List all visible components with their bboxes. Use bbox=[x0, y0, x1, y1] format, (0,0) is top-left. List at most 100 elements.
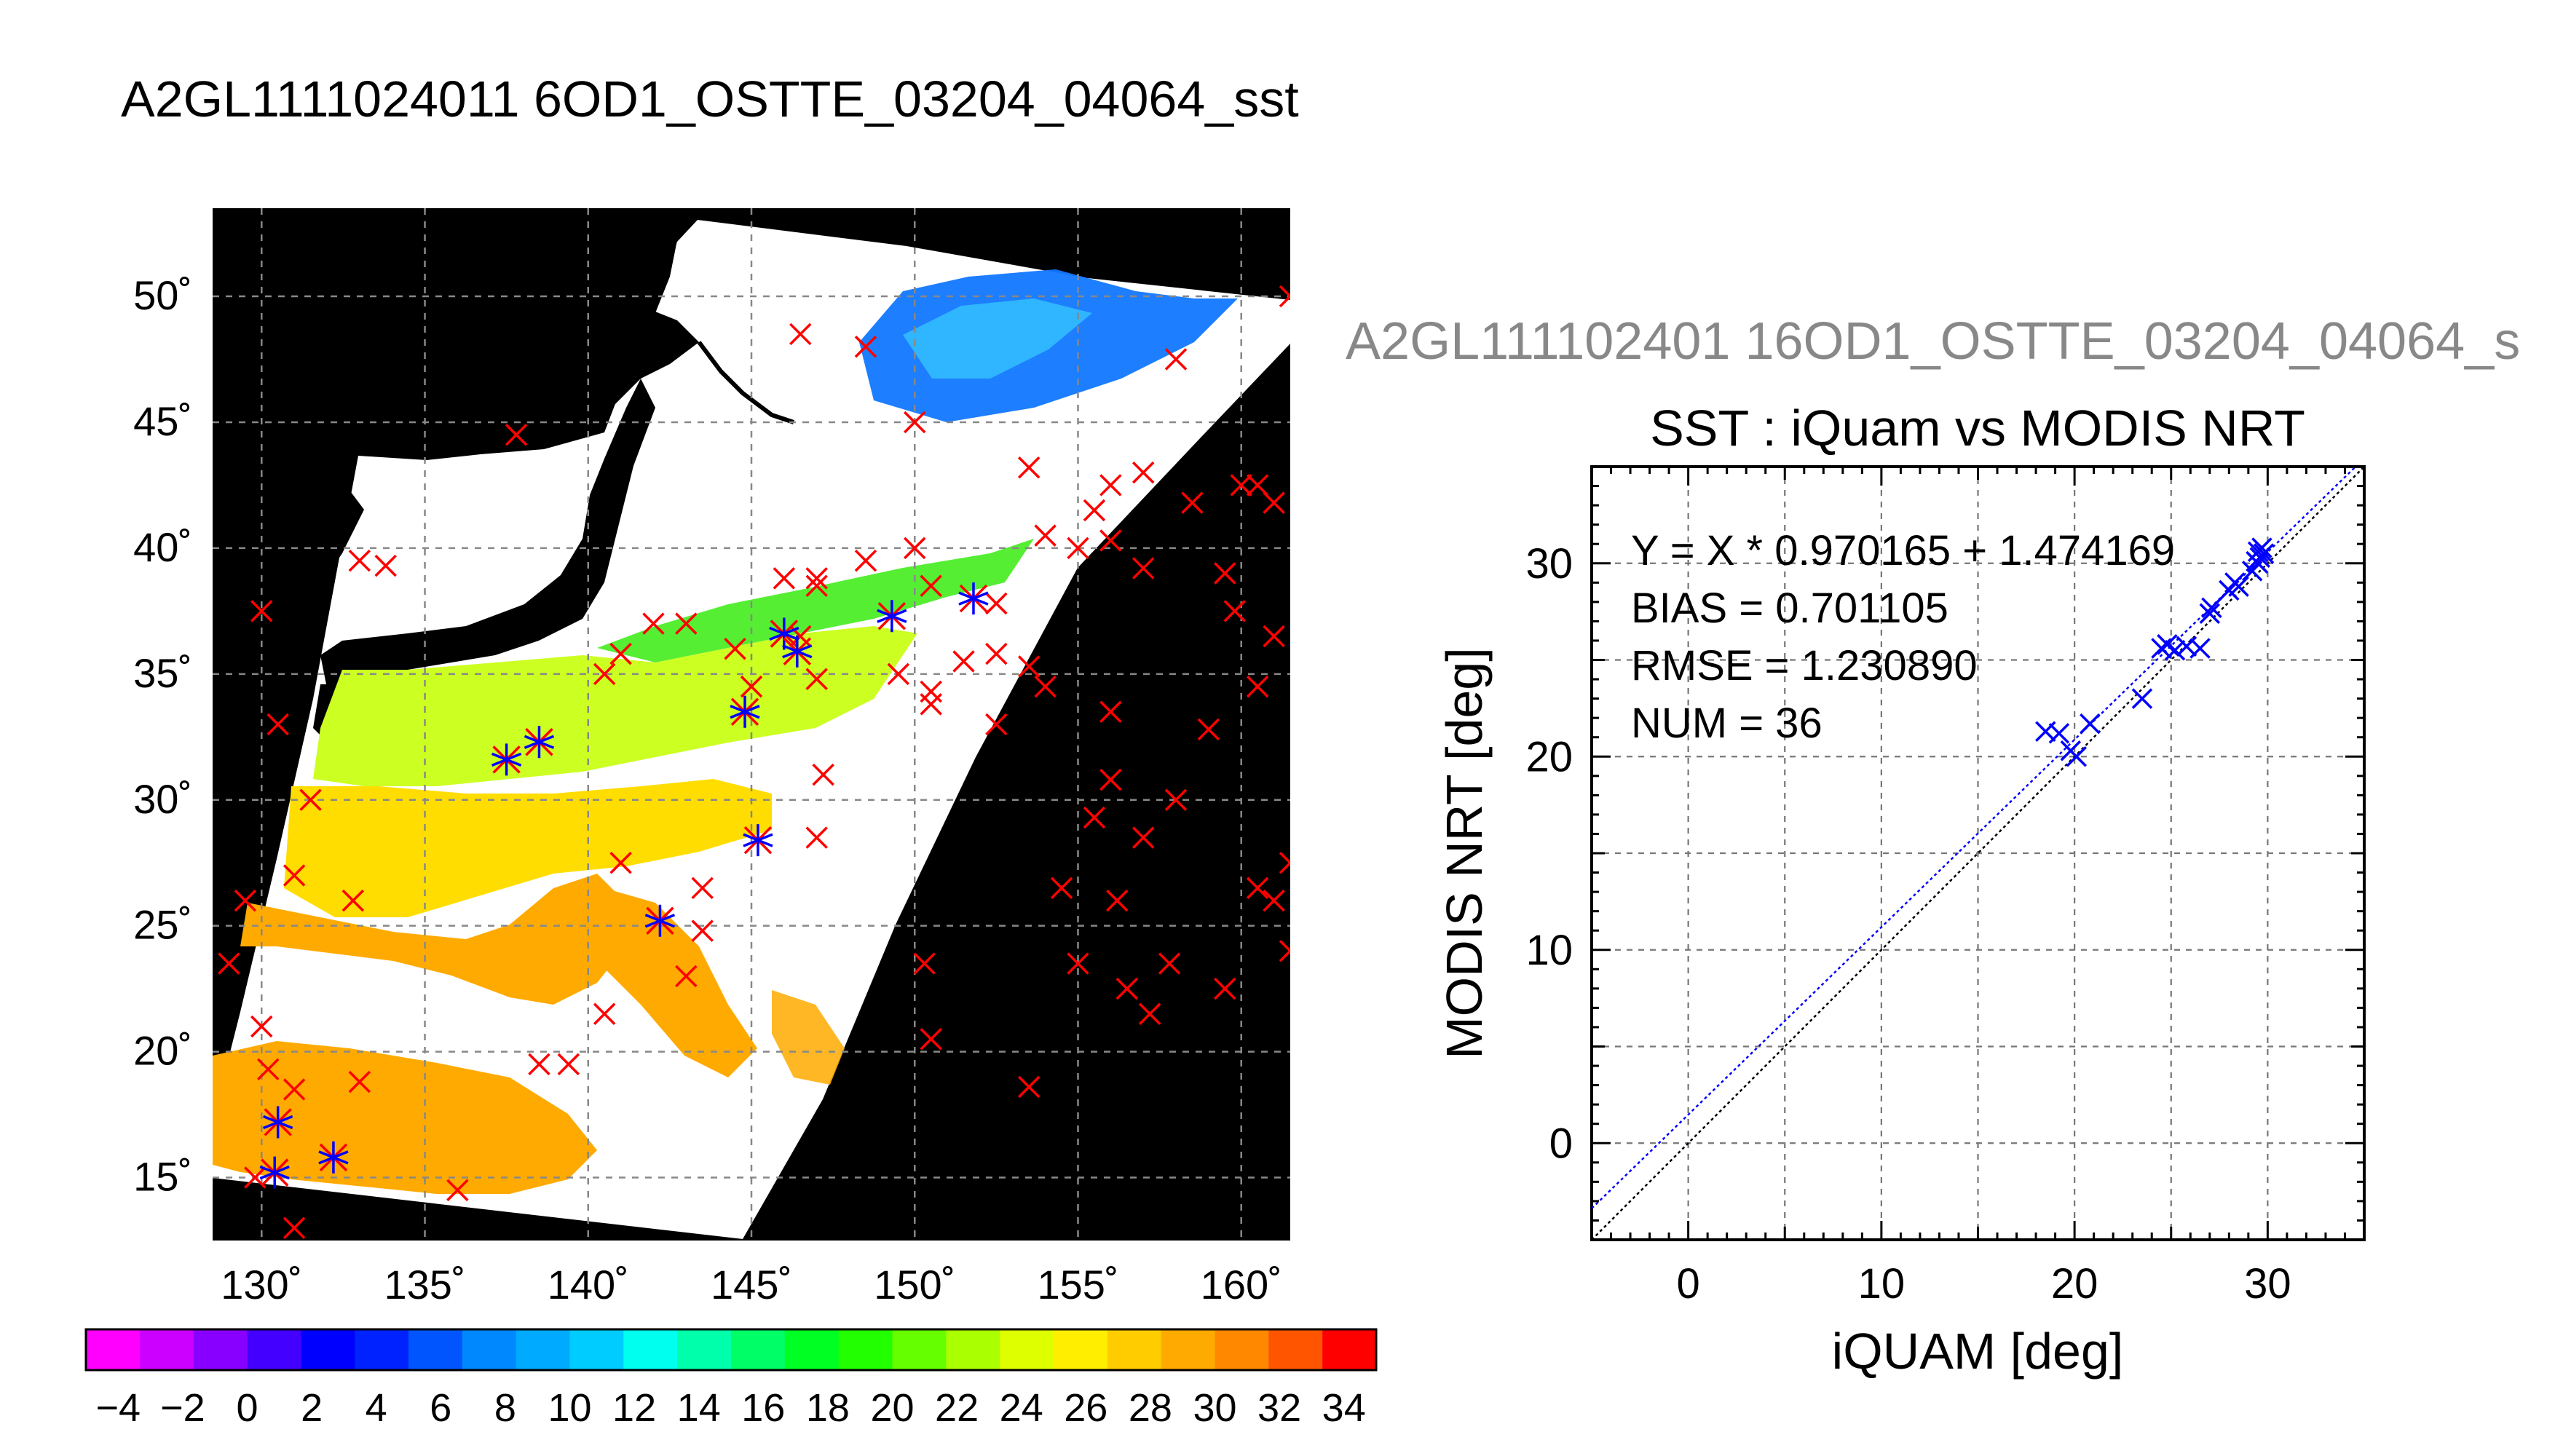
lat-tick-label: 20˚ bbox=[133, 1028, 192, 1074]
map-red-marker bbox=[789, 323, 812, 346]
map-red-marker bbox=[887, 662, 910, 686]
map-grid bbox=[213, 208, 1290, 1241]
sst-band-south-orange bbox=[213, 1041, 597, 1194]
scatter-annotation: NUM = 36 bbox=[1631, 700, 1823, 747]
colorbar: −4 −2 0 2 4 6 8 10 12 14 16 18 20 22 24 26 28 30 32 34 bbox=[84, 1328, 1378, 1430]
scatter-point bbox=[2199, 603, 2221, 625]
map-red-markers bbox=[218, 285, 1290, 1263]
map-red-marker bbox=[985, 592, 1008, 615]
scatter-grid bbox=[1592, 467, 2364, 1240]
map-red-marker bbox=[1246, 675, 1269, 698]
map-red-marker bbox=[675, 612, 698, 635]
scatter-point bbox=[2080, 713, 2101, 735]
sst-band-yellow bbox=[284, 779, 772, 917]
map-blue-star-marker bbox=[259, 1156, 290, 1189]
land-kurils bbox=[697, 341, 794, 424]
map-red-marker bbox=[1263, 889, 1285, 912]
map-red-marker bbox=[299, 788, 322, 811]
map-red-marker bbox=[1067, 537, 1089, 560]
map-red-marker bbox=[257, 1058, 280, 1081]
map-red-marker bbox=[1106, 889, 1129, 912]
map-red-marker bbox=[283, 1216, 306, 1239]
colorbar-tick-label: 14 bbox=[677, 1386, 721, 1430]
map-red-marker bbox=[642, 612, 665, 635]
scatter-point bbox=[2131, 688, 2153, 709]
colorbar-tick-label: −4 bbox=[96, 1386, 141, 1430]
lon-tick-label: 140˚ bbox=[548, 1262, 629, 1307]
map-red-marker bbox=[234, 889, 257, 912]
map-red-marker bbox=[1132, 557, 1155, 579]
map-red-marker bbox=[691, 877, 714, 900]
map-red-marker bbox=[1099, 529, 1122, 552]
lat-tick-label: 45˚ bbox=[133, 398, 192, 444]
map-red-marker bbox=[1214, 977, 1236, 1000]
colorbar-tick-label: 12 bbox=[612, 1386, 656, 1430]
colorbar-swatch bbox=[623, 1329, 678, 1370]
scatter-point bbox=[2228, 576, 2249, 597]
map-red-marker bbox=[557, 1053, 580, 1076]
map-red-marker bbox=[920, 680, 942, 703]
colorbar-swatch bbox=[1054, 1329, 1108, 1370]
map-red-marker bbox=[1214, 562, 1236, 585]
map-red-marker bbox=[283, 1078, 306, 1101]
map-red-marker bbox=[952, 650, 975, 673]
map-red-marker bbox=[1083, 806, 1106, 829]
colorbar-swatch bbox=[1161, 1329, 1215, 1370]
scatter-title: SST : iQuam vs MODIS NRT bbox=[1650, 400, 2305, 456]
map-red-marker bbox=[812, 763, 834, 786]
land-hokkaido bbox=[568, 306, 699, 408]
map-blue-star-marker bbox=[524, 726, 555, 759]
map-red-marker bbox=[1164, 788, 1188, 811]
lat-tick-label: 35˚ bbox=[133, 650, 192, 696]
colorbar-tick-label: 0 bbox=[236, 1386, 258, 1430]
colorbar-tick-label: −2 bbox=[160, 1386, 205, 1430]
map-red-marker bbox=[773, 567, 796, 590]
map-red-marker bbox=[1017, 456, 1040, 479]
map-red-marker bbox=[675, 965, 698, 988]
map-red-marker bbox=[1230, 474, 1252, 496]
map-red-marker bbox=[1099, 768, 1122, 791]
colorbar-swatch bbox=[731, 1329, 786, 1370]
colorbar-tick-label: 6 bbox=[430, 1386, 451, 1430]
scatter-annotation: RMSE = 1.230890 bbox=[1631, 642, 1978, 689]
x-tick-label: 30 bbox=[2244, 1260, 2291, 1307]
colorbar-tick-label: 24 bbox=[1000, 1386, 1043, 1430]
colorbar-tick-label: 22 bbox=[935, 1386, 979, 1430]
map-red-marker bbox=[904, 411, 926, 434]
lon-tick-label: 160˚ bbox=[1201, 1262, 1282, 1307]
map-red-marker bbox=[317, 1243, 337, 1263]
map-red-marker bbox=[1246, 474, 1269, 496]
map-red-marker bbox=[920, 1028, 942, 1051]
scatter-annotation: BIAS = 0.701105 bbox=[1631, 585, 1948, 632]
map-red-marker bbox=[593, 662, 616, 686]
colorbar-tick-label: 8 bbox=[494, 1386, 516, 1430]
map-red-marker bbox=[805, 567, 828, 590]
sst-band-orange bbox=[240, 874, 626, 1005]
scatter-point bbox=[2164, 639, 2186, 661]
map-red-marker bbox=[348, 549, 371, 572]
scatter-point bbox=[2247, 553, 2269, 574]
colorbar-swatch bbox=[784, 1329, 840, 1370]
scatter-point bbox=[2253, 543, 2275, 564]
map-red-marker bbox=[1050, 877, 1073, 900]
map-red-marker bbox=[854, 335, 877, 358]
map-red-marker bbox=[1181, 491, 1204, 514]
colorbar-tick-label: 26 bbox=[1064, 1386, 1107, 1430]
lat-tick-label: 40˚ bbox=[133, 524, 192, 570]
colorbar-swatch bbox=[946, 1329, 1000, 1370]
land-japan bbox=[213, 466, 364, 699]
map-red-marker bbox=[805, 668, 828, 690]
colorbar-tick-label: 20 bbox=[870, 1386, 914, 1430]
colorbar-tick-label: 30 bbox=[1193, 1386, 1236, 1430]
colorbar-swatch bbox=[1215, 1329, 1269, 1370]
colorbar-tick-label: 16 bbox=[741, 1386, 785, 1430]
colorbar-swatch bbox=[1107, 1329, 1162, 1370]
sst-band-southeast-orange bbox=[772, 990, 845, 1085]
map-red-marker bbox=[913, 952, 936, 975]
map-red-marker bbox=[609, 851, 632, 874]
map-red-marker bbox=[724, 638, 746, 660]
map-red-marker bbox=[1158, 952, 1181, 975]
map-red-marker bbox=[1246, 877, 1269, 900]
map-red-marker bbox=[1279, 940, 1290, 962]
colorbar-swatch bbox=[516, 1329, 570, 1370]
